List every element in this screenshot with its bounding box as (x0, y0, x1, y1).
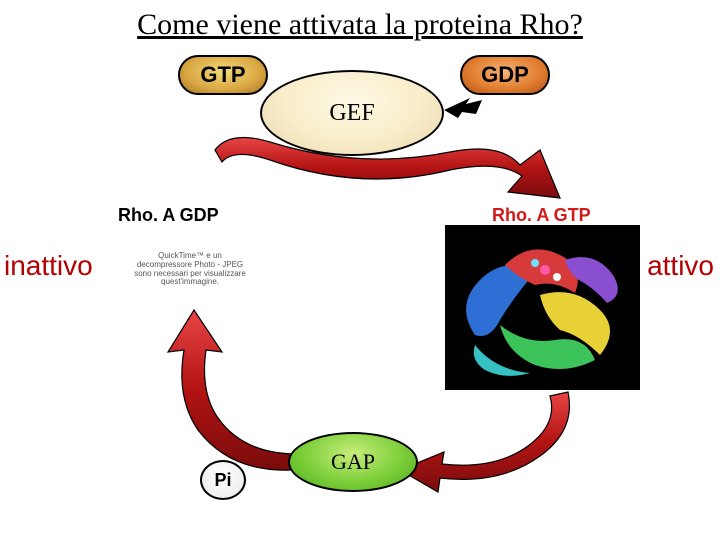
quicktime-placeholder: QuickTime™ e un decompressore Photo - JP… (130, 252, 250, 287)
arrow-gdp-out (444, 98, 482, 118)
diagram-title: Come viene attivata la proteina Rho? (0, 8, 720, 42)
gtp-node: GTP (178, 55, 268, 95)
state-inattivo: inattivo (4, 250, 93, 282)
gdp-label: GDP (481, 62, 529, 88)
gap-node: GAP (288, 432, 418, 492)
rhoa-gtp-label: Rho. A GTP (492, 205, 591, 226)
state-attivo: attivo (647, 250, 714, 282)
pi-node: Pi (200, 460, 246, 500)
gdp-node: GDP (460, 55, 550, 95)
protein-structure (445, 225, 640, 390)
gef-node: GEF (260, 70, 444, 156)
gap-label: GAP (331, 449, 375, 475)
pi-label: Pi (214, 470, 231, 491)
gtp-label: GTP (200, 62, 245, 88)
protein-svg (445, 225, 640, 390)
gef-label: GEF (329, 100, 374, 127)
arrow-to-gap (400, 392, 569, 492)
arrow-to-inactive (168, 310, 292, 470)
rhoa-gdp-label: Rho. A GDP (118, 205, 219, 226)
